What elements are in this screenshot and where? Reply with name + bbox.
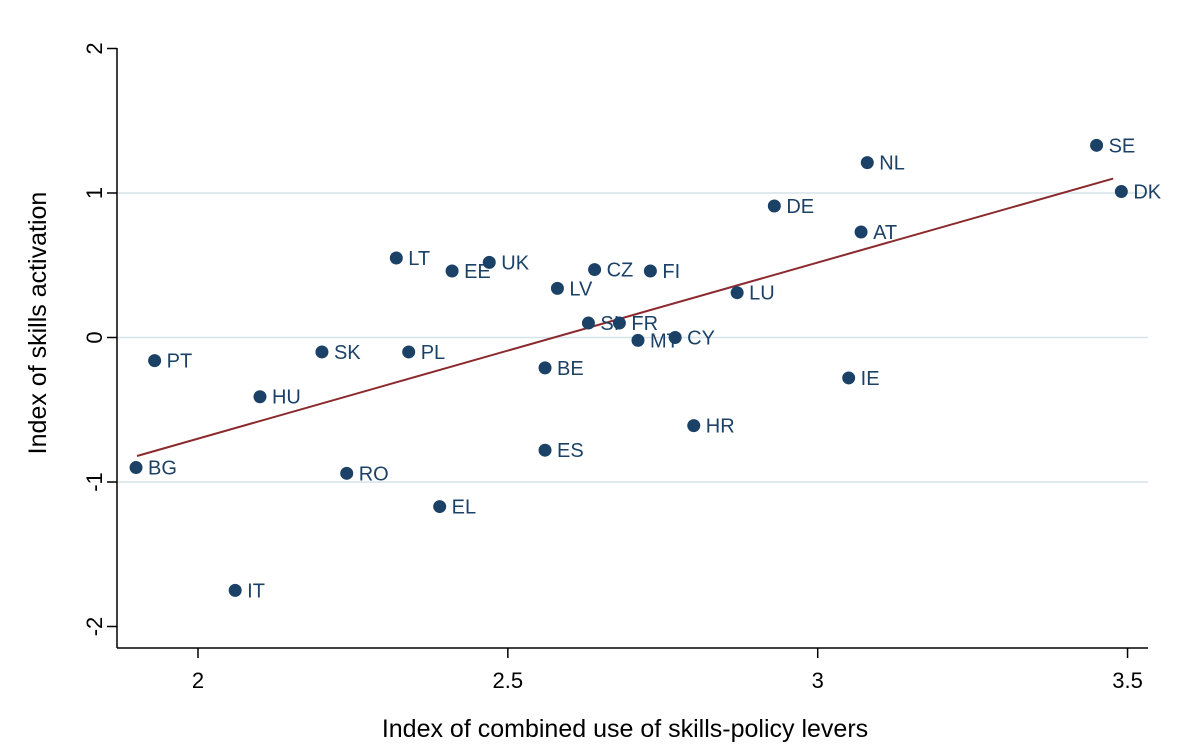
point-mt <box>631 333 645 347</box>
x-tick-label: 2 <box>192 668 204 693</box>
point-de <box>767 199 781 213</box>
axes <box>116 48 1148 649</box>
point-ie <box>842 371 856 385</box>
y-tick-label: -2 <box>82 617 107 637</box>
point-label-ro: RO <box>359 463 389 485</box>
point-pt <box>148 354 162 368</box>
point-fi <box>643 264 657 278</box>
point-lt <box>389 251 403 265</box>
point-label-nl: NL <box>879 153 905 175</box>
point-label-uk: UK <box>501 252 529 274</box>
point-label-lt: LT <box>408 248 430 270</box>
point-label-el: EL <box>452 497 476 519</box>
point-nl <box>860 156 874 170</box>
point-label-be: BE <box>557 358 584 380</box>
point-pl <box>402 345 416 359</box>
point-it <box>228 583 242 597</box>
y-axis-title: Index of skills activation <box>24 192 52 455</box>
point-label-cz: CZ <box>607 260 634 282</box>
point-fr <box>612 316 626 330</box>
fit-line-group <box>136 177 1114 457</box>
ticks: 2 1 0 -1 -2 2 2.5 3 3.5 <box>82 42 1143 693</box>
y-tick-label: -1 <box>82 472 107 492</box>
point-es <box>538 443 552 457</box>
point-ee <box>445 264 459 278</box>
x-tick-label: 3.5 <box>1112 668 1143 693</box>
point-label-hr: HR <box>706 416 735 438</box>
point-se <box>1090 138 1104 152</box>
point-label-it: IT <box>247 580 265 602</box>
y-tick-label: 1 <box>82 187 107 199</box>
point-label-lu: LU <box>749 283 775 305</box>
point-label-sk: SK <box>334 342 361 364</box>
point-label-pl: PL <box>421 342 445 364</box>
point-at <box>854 225 868 239</box>
point-label-de: DE <box>786 196 814 218</box>
y-tick-label: 0 <box>82 331 107 343</box>
point-label-hu: HU <box>272 387 301 409</box>
point-label-ee: EE <box>464 261 491 283</box>
x-tick-label: 3 <box>812 668 824 693</box>
fit-line <box>136 177 1114 457</box>
point-cy <box>668 331 682 344</box>
point-dk <box>1114 185 1128 199</box>
y-tick-label: 2 <box>82 42 107 54</box>
point-ro <box>340 466 354 480</box>
point-hu <box>253 390 267 404</box>
point-label-pt: PT <box>167 351 193 373</box>
point-label-se: SE <box>1109 135 1136 157</box>
point-label-si: SI <box>600 313 619 335</box>
point-label-lv: LV <box>569 278 593 300</box>
point-label-es: ES <box>557 440 584 462</box>
point-be <box>538 361 552 375</box>
point-label-ie: IE <box>861 368 880 390</box>
point-label-cy: CY <box>687 328 715 350</box>
point-label-bg: BG <box>148 458 177 480</box>
x-axis-title: Index of combined use of skills-policy l… <box>382 715 868 743</box>
point-hr <box>687 419 701 433</box>
point-label-at: AT <box>873 222 897 244</box>
point-cz <box>588 263 602 277</box>
point-el <box>433 500 447 514</box>
point-bg <box>129 461 143 475</box>
point-lv <box>550 281 564 295</box>
point-lu <box>730 286 744 300</box>
point-uk <box>482 255 496 269</box>
point-label-dk: DK <box>1133 182 1161 204</box>
point-sk <box>315 345 329 359</box>
point-label-fi: FI <box>662 261 680 283</box>
x-tick-label: 2.5 <box>493 668 524 693</box>
point-si <box>581 316 595 330</box>
point-label-fr: FR <box>631 313 658 335</box>
